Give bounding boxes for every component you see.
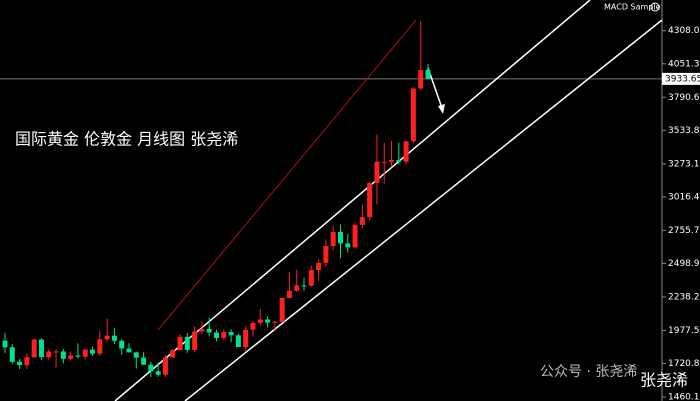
candle-body (192, 331, 198, 350)
candle-body (46, 351, 52, 358)
icon (650, 2, 660, 12)
indicator-label: MACD Sample (604, 3, 661, 12)
candle-body (53, 351, 59, 353)
y-tick-label: 4051.30 (668, 59, 700, 69)
candle-body (265, 319, 271, 323)
candle-body (294, 285, 300, 291)
candle-body (345, 243, 351, 248)
y-tick-label: 3273.15 (668, 159, 700, 169)
y-tick-label: 4308.05 (668, 26, 700, 36)
y-tick-label: 3533.85 (668, 126, 700, 136)
trend-line (157, 19, 417, 331)
candle-body (316, 262, 322, 271)
candle-body (199, 328, 205, 332)
candle-body (75, 355, 81, 357)
candle-body (60, 351, 66, 359)
candle-body (243, 329, 249, 347)
y-tick-label: 3016.40 (668, 192, 700, 202)
arrow-head (438, 104, 445, 114)
candle-body (352, 224, 358, 248)
candle-body (111, 335, 117, 341)
annotation: 国际黄金 伦敦金 月线图 张尧浠 (15, 130, 238, 149)
candle-body (90, 349, 96, 354)
candle-body (184, 336, 190, 350)
candle-body (206, 328, 212, 333)
y-tick-label: 2755.70 (668, 226, 700, 236)
candle-body (177, 336, 183, 351)
candle-body (162, 357, 168, 375)
candle-body (389, 159, 395, 162)
y-tick-label: 2498.95 (668, 259, 700, 269)
candle-body (2, 340, 8, 348)
candle-body (425, 70, 431, 79)
candle-body (214, 332, 219, 338)
candle-body (31, 339, 37, 358)
candle-body (148, 364, 154, 372)
candle-body (24, 357, 30, 366)
channel-line (184, 19, 663, 401)
candle-body (301, 285, 307, 287)
candle-body (141, 357, 147, 365)
candle-body (286, 290, 292, 298)
candle-body (119, 340, 125, 349)
candle-body (257, 319, 263, 323)
watermark-logo: 张尧浠 (640, 371, 688, 390)
y-tick-label: 1720.80 (668, 359, 700, 369)
candle-body (97, 339, 103, 354)
y-tick-label: 2238.25 (668, 292, 700, 302)
candle-body (330, 232, 336, 247)
candle-body (367, 183, 373, 218)
candle-body (17, 361, 23, 366)
candle-body (410, 88, 416, 142)
candle-body (323, 246, 329, 263)
y-tick-label: 1977.55 (668, 326, 700, 336)
candle-body (68, 355, 74, 359)
candle-body (9, 347, 15, 362)
candle-body (133, 352, 139, 358)
y-tick-label: 1460.10 (668, 393, 700, 401)
candle-body (82, 349, 88, 357)
price-label: 3933.65 (665, 74, 700, 84)
candle-body (155, 371, 161, 375)
candle-body (359, 217, 365, 225)
candle-body (337, 232, 343, 244)
candle-body (418, 70, 424, 89)
candle-body (104, 335, 110, 340)
candle-body (308, 270, 314, 286)
candle-body (396, 159, 402, 162)
candle-body (272, 321, 278, 323)
watermark: 公众号 · 张尧浠 (540, 364, 637, 380)
candle-body (170, 350, 176, 358)
candle-body (228, 332, 234, 336)
candle-body (235, 335, 241, 347)
candle-body (221, 332, 227, 338)
candle-body (279, 297, 285, 322)
candle-body (250, 322, 256, 330)
candle-body (403, 141, 409, 162)
candle-body (38, 339, 44, 358)
candle-body (381, 161, 387, 163)
price-box (662, 72, 700, 85)
candle-body (126, 348, 132, 353)
y-tick-label: 3790.60 (668, 93, 700, 103)
candle-body (374, 161, 380, 184)
